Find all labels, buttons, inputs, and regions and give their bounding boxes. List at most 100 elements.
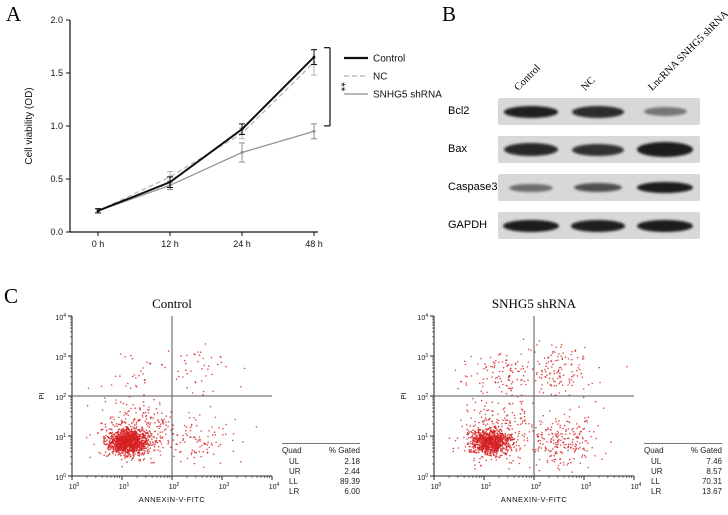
y-tick-label: 102 <box>417 393 428 402</box>
x-tick-label: 100 <box>69 482 80 491</box>
series-line-snhg5-shrna <box>97 130 315 212</box>
quad-value: 6.00 <box>344 487 360 496</box>
x-tick-label: 101 <box>481 482 492 491</box>
panel-c-label: C <box>4 284 19 308</box>
blot-strip-bax <box>498 136 700 163</box>
data-point <box>240 151 244 154</box>
y-tick-label: 104 <box>55 313 66 322</box>
panel-a-label: A <box>6 2 22 26</box>
y-axis-title: Cell viability (OD) <box>24 87 35 164</box>
series-line-control <box>97 56 315 212</box>
quad-table-header: % Gated <box>328 446 360 455</box>
legend-label: NC <box>373 72 387 83</box>
quad-value: 70.31 <box>701 477 722 486</box>
blot-band <box>643 107 687 116</box>
quad-value: 8.57 <box>706 467 722 476</box>
legend-label: SNHG5 shRNA <box>373 90 442 101</box>
x-axis-title: ANNEXIN-V-FITC <box>139 495 206 504</box>
flow-subpanel-shrna: SNHG5 shRNA 100 100 101 101 102 102 103 103 104 1… <box>392 296 728 515</box>
blot-band <box>503 219 559 232</box>
y-tick-label: 1.5 <box>50 68 63 78</box>
blot-row-label-caspase3: Caspase3 <box>448 181 498 193</box>
data-point <box>240 127 244 131</box>
quad-table-shrna: Quad % Gated UL 7.46 UR 8.57 LL 70.31 LR 13.67 <box>644 443 722 497</box>
flow-title-shrna: SNHG5 shRNA <box>491 296 577 311</box>
y-tick-label: 102 <box>55 393 66 402</box>
y-tick-label: 104 <box>417 313 428 322</box>
blot-band <box>503 105 559 118</box>
blot-strip-gapdh <box>498 212 700 239</box>
blot-band <box>571 143 625 156</box>
blot-band <box>637 142 693 157</box>
blot-band <box>637 182 693 193</box>
x-tick-label: 102 <box>169 482 180 491</box>
flow-title-control: Control <box>152 296 192 311</box>
quad-value: 7.46 <box>706 457 722 466</box>
y-tick-label: 0.5 <box>50 174 63 184</box>
scatter-points <box>85 343 258 469</box>
x-tick-label: 12 h <box>161 239 179 249</box>
quad-label: UR <box>651 467 663 476</box>
quad-table-header: % Gated <box>690 446 722 455</box>
x-tick-label: 100 <box>431 482 442 491</box>
blot-band <box>570 219 626 232</box>
quad-value: 2.18 <box>344 457 360 466</box>
quad-label: UL <box>651 457 662 466</box>
panel-b-label: B <box>442 2 457 26</box>
quad-label: LR <box>289 487 300 496</box>
quad-table-header: Quad <box>282 446 302 455</box>
y-tick-label: 101 <box>55 433 66 442</box>
x-tick-label: 48 h <box>305 239 323 249</box>
y-tick-label: 103 <box>417 353 428 362</box>
x-tick-label: 102 <box>531 482 542 491</box>
legend-label: Control <box>373 54 405 65</box>
blot-band <box>508 183 554 192</box>
series-line-nc <box>97 61 315 212</box>
data-point <box>312 55 316 59</box>
y-tick-label: 101 <box>417 433 428 442</box>
x-tick-label: 101 <box>119 482 130 491</box>
viability-line-chart: 0.0 0.5 1.0 1.5 2.0 0 h 12 h 24 h 48 h Cell viabi… <box>24 15 442 249</box>
blot-band <box>573 183 623 192</box>
quad-label: LR <box>651 487 662 496</box>
blot-band <box>571 105 625 118</box>
data-point <box>96 209 100 213</box>
quad-table-header: Quad <box>644 446 664 455</box>
quad-label: UL <box>289 457 300 466</box>
scatter-points <box>448 338 628 473</box>
y-axis-title: PI <box>37 392 46 399</box>
lane-label-2: NC <box>579 75 598 94</box>
blot-band <box>637 219 693 232</box>
x-axis-title: ANNEXIN-V-FITC <box>501 495 568 504</box>
quad-label: LL <box>289 477 298 486</box>
quad-value: 2.44 <box>344 467 360 476</box>
y-axis-title: PI <box>399 392 408 399</box>
y-tick-label: 0.0 <box>50 227 63 237</box>
blot-strip-bcl2 <box>498 98 700 125</box>
quad-table-control: Quad % Gated UL 2.18 UR 2.44 LL 89.39 LR 6.00 <box>282 443 360 497</box>
flow-subpanel-control: Control 100 100 101 101 102 102 103 103 104 104 AN… <box>30 296 375 515</box>
quad-value: 89.39 <box>339 477 360 486</box>
y-tick-label: 1.0 <box>50 121 63 131</box>
blot-row-label-bcl2: Bcl2 <box>448 105 470 117</box>
x-tick-label: 103 <box>219 482 230 491</box>
western-blot-panel: Control NC LncRNA SNHG5 shRNA Bcl2 Bax Caspas… <box>440 0 728 292</box>
blot-row-label-gapdh: GAPDH <box>448 219 488 231</box>
y-tick-label: 100 <box>55 473 66 482</box>
y-tick-label: 100 <box>417 473 428 482</box>
lane-label-1: Control <box>512 62 543 94</box>
data-point <box>168 180 172 184</box>
data-point <box>312 130 316 133</box>
blot-strip-caspase3 <box>498 174 700 201</box>
significance-label: ** <box>334 82 348 92</box>
x-tick-label: 103 <box>581 482 592 491</box>
x-tick-label: 0 h <box>92 239 105 249</box>
x-tick-label: 24 h <box>233 239 251 249</box>
blot-row-label-bax: Bax <box>448 143 467 155</box>
y-tick-label: 103 <box>55 353 66 362</box>
x-tick-label: 104 <box>269 482 280 491</box>
lane-label-3: LncRNA SNHG5 shRNA <box>646 8 728 94</box>
blot-band <box>504 143 558 156</box>
